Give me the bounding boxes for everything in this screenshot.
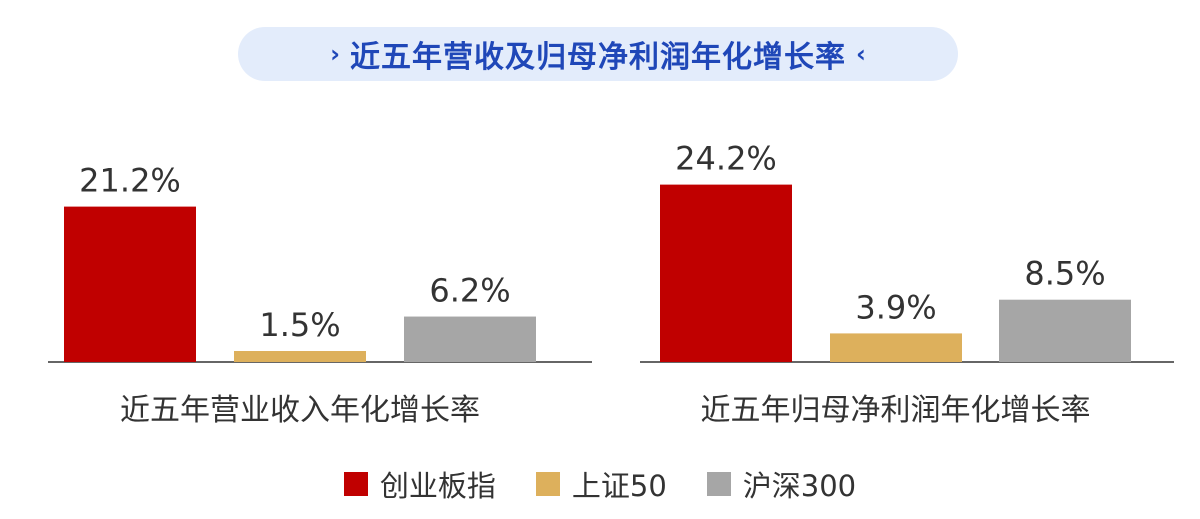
legend-label-chinext: 创业板指 bbox=[379, 469, 496, 503]
bar-chinext-group-2 bbox=[660, 184, 792, 362]
legend-label-sse50: 上证50 bbox=[571, 469, 667, 503]
legend-label-csi300: 沪深300 bbox=[742, 469, 857, 503]
bar-chinext-group-1 bbox=[64, 206, 196, 362]
category-label-group-2: 近五年归母净利润年化增长率 bbox=[701, 393, 1091, 428]
value-label-sse50-group-2: 3.9% bbox=[855, 288, 936, 326]
value-label-sse50-group-1: 1.5% bbox=[259, 306, 340, 344]
legend-swatch-csi300 bbox=[706, 472, 731, 496]
chevron-right-icon: › bbox=[330, 40, 340, 68]
value-label-csi300-group-1: 6.2% bbox=[429, 272, 510, 310]
category-labels-layer: 近五年营业收入年化增长率 近五年归母净利润年化增长率 bbox=[120, 393, 1091, 428]
bar-sse50-group-2 bbox=[830, 333, 962, 362]
category-label-group-1: 近五年营业收入年化增长率 bbox=[120, 393, 480, 428]
chart-title: 近五年营收及归母净利润年化增长率 bbox=[350, 40, 846, 75]
value-label-csi300-group-2: 8.5% bbox=[1024, 255, 1105, 293]
chart-title-pill: › 近五年营收及归母净利润年化增长率 ‹ bbox=[238, 27, 958, 81]
legend-item-sse50: 上证50 bbox=[535, 463, 667, 505]
bar-csi300-group-1 bbox=[404, 316, 536, 362]
value-labels-layer: 21.2% 1.5% 6.2% 24.2% 3.9% 8.5% bbox=[79, 140, 1105, 344]
legend-swatch-chinext bbox=[343, 472, 368, 496]
legend-item-chinext: 创业板指 bbox=[343, 463, 496, 505]
legend-item-csi300: 沪深300 bbox=[706, 463, 857, 505]
value-label-chinext-group-2: 24.2% bbox=[675, 140, 777, 178]
legend: 创业板指 上证50 沪深300 bbox=[0, 462, 1200, 506]
legend-swatch-sse50 bbox=[535, 472, 560, 496]
value-label-chinext-group-1: 21.2% bbox=[79, 162, 181, 200]
bars-layer bbox=[64, 184, 1131, 362]
chevron-left-icon: ‹ bbox=[856, 40, 866, 68]
bar-csi300-group-2 bbox=[999, 299, 1131, 362]
bar-sse50-group-1 bbox=[234, 351, 366, 362]
